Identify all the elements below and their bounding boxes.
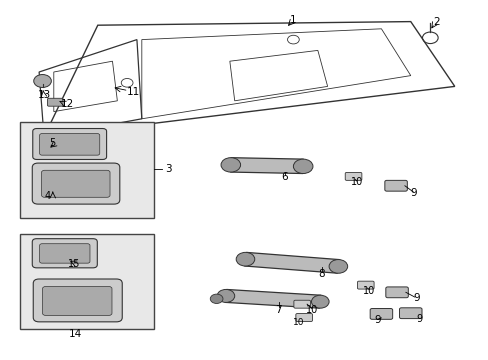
Text: 9: 9 bbox=[373, 315, 380, 325]
Circle shape bbox=[236, 252, 254, 266]
Circle shape bbox=[221, 158, 240, 172]
Text: 5: 5 bbox=[50, 138, 56, 148]
Text: 7: 7 bbox=[275, 305, 282, 315]
FancyBboxPatch shape bbox=[369, 309, 392, 319]
FancyBboxPatch shape bbox=[33, 279, 122, 322]
FancyBboxPatch shape bbox=[47, 98, 63, 106]
FancyBboxPatch shape bbox=[32, 163, 120, 204]
Text: 9: 9 bbox=[410, 188, 417, 198]
Polygon shape bbox=[244, 252, 339, 273]
Text: 12: 12 bbox=[61, 99, 74, 109]
Text: 11: 11 bbox=[126, 87, 140, 97]
Text: 9: 9 bbox=[416, 314, 422, 324]
Circle shape bbox=[311, 295, 328, 308]
FancyBboxPatch shape bbox=[20, 234, 154, 329]
FancyBboxPatch shape bbox=[357, 281, 373, 289]
FancyBboxPatch shape bbox=[399, 308, 421, 319]
Text: 1: 1 bbox=[289, 15, 296, 25]
FancyBboxPatch shape bbox=[41, 170, 110, 197]
FancyBboxPatch shape bbox=[32, 239, 97, 268]
Circle shape bbox=[293, 159, 312, 174]
Text: 10: 10 bbox=[350, 177, 363, 187]
Text: 10: 10 bbox=[305, 305, 318, 315]
Text: 4: 4 bbox=[45, 191, 51, 201]
Text: 3: 3 bbox=[165, 164, 172, 174]
Text: 9: 9 bbox=[412, 293, 419, 303]
Polygon shape bbox=[230, 158, 303, 174]
FancyBboxPatch shape bbox=[20, 122, 154, 218]
Polygon shape bbox=[225, 289, 320, 308]
FancyBboxPatch shape bbox=[345, 172, 361, 180]
Circle shape bbox=[210, 294, 223, 303]
FancyBboxPatch shape bbox=[42, 287, 112, 315]
FancyBboxPatch shape bbox=[384, 180, 407, 191]
Circle shape bbox=[34, 75, 51, 87]
Circle shape bbox=[328, 260, 347, 273]
Text: 10: 10 bbox=[362, 285, 375, 296]
Text: 13: 13 bbox=[37, 90, 51, 100]
Text: 6: 6 bbox=[281, 172, 287, 182]
FancyBboxPatch shape bbox=[33, 129, 106, 159]
FancyBboxPatch shape bbox=[40, 134, 100, 155]
Text: 14: 14 bbox=[69, 329, 82, 339]
FancyBboxPatch shape bbox=[293, 300, 310, 308]
Text: 15: 15 bbox=[68, 258, 81, 269]
Text: 10: 10 bbox=[292, 319, 304, 328]
FancyBboxPatch shape bbox=[385, 287, 407, 298]
FancyBboxPatch shape bbox=[40, 244, 90, 263]
Text: 2: 2 bbox=[432, 17, 439, 27]
FancyBboxPatch shape bbox=[295, 314, 312, 321]
Text: 8: 8 bbox=[318, 269, 325, 279]
Circle shape bbox=[217, 289, 234, 302]
